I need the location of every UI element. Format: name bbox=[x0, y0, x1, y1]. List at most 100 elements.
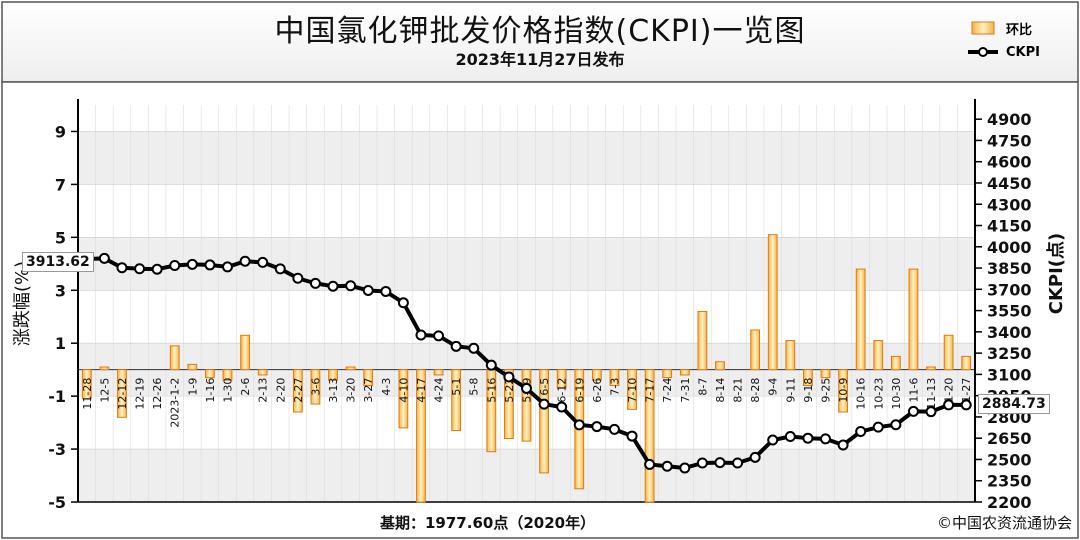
ckpi-point bbox=[890, 419, 902, 431]
x-tick-label: 8-28 bbox=[749, 378, 762, 403]
bar bbox=[117, 369, 127, 418]
x-tick-label: 7-31 bbox=[679, 378, 692, 403]
bar bbox=[855, 268, 866, 371]
y-tick-label-left: 1 bbox=[55, 334, 66, 353]
x-tick-label: 10-23 bbox=[872, 378, 885, 410]
y-tick-label-left: -3 bbox=[48, 440, 66, 459]
bar bbox=[926, 366, 936, 371]
x-tick-label: 9-25 bbox=[820, 378, 833, 403]
bar bbox=[908, 268, 919, 371]
ckpi-point bbox=[573, 419, 585, 431]
ckpi-point bbox=[169, 260, 181, 272]
bar bbox=[222, 369, 233, 381]
bar bbox=[556, 369, 567, 389]
ckpi-point bbox=[837, 439, 849, 451]
bar bbox=[521, 369, 532, 442]
ckpi-point bbox=[204, 259, 216, 271]
bar bbox=[539, 369, 549, 474]
bar bbox=[187, 363, 198, 371]
chart-subtitle: 2023年11月27日发布 bbox=[455, 50, 625, 69]
ckpi-point bbox=[784, 430, 796, 442]
y-tick-label-left: 5 bbox=[55, 228, 66, 247]
header-band bbox=[1, 1, 1079, 83]
bar bbox=[662, 369, 673, 379]
y-tick-label-right: 3250 bbox=[987, 344, 1032, 363]
x-tick-label: 3-13 bbox=[327, 378, 340, 403]
x-tick-label: 8-14 bbox=[714, 378, 727, 403]
ckpi-point bbox=[679, 462, 691, 474]
bar bbox=[803, 369, 813, 387]
grid-band bbox=[78, 449, 975, 502]
x-tick-label: 2-6 bbox=[239, 378, 252, 396]
ckpi-point bbox=[257, 256, 269, 268]
plot-area: 9 7 5 3 1 -1 -3 -5 4900 4750 4600 4450 4300 4150 4000 3… bbox=[12, 99, 1067, 512]
ckpi-point bbox=[960, 399, 972, 411]
ckpi-point bbox=[433, 330, 445, 342]
x-tick-label: 5-1 bbox=[450, 378, 463, 396]
bar bbox=[240, 334, 250, 371]
bar bbox=[591, 369, 602, 381]
x-tick-label: 4-24 bbox=[433, 378, 446, 403]
bar bbox=[169, 345, 180, 371]
ckpi-point bbox=[591, 421, 603, 433]
x-tick-label: 7-24 bbox=[661, 378, 674, 403]
x-tick-label: 7-17 bbox=[644, 378, 657, 403]
x-tick-label: 2-20 bbox=[274, 378, 287, 403]
y-tick-label-right: 2650 bbox=[987, 429, 1032, 448]
x-tick-label: 6-5 bbox=[538, 378, 551, 396]
ckpi-point bbox=[134, 263, 146, 275]
bar bbox=[767, 234, 778, 371]
y-tick-label-right: 4600 bbox=[987, 153, 1032, 172]
ckpi-point bbox=[943, 399, 955, 411]
y-tick-label-right: 4300 bbox=[987, 195, 1032, 214]
y-tick-label-right: 3100 bbox=[987, 365, 1032, 384]
bar bbox=[328, 369, 338, 381]
bar bbox=[345, 366, 356, 371]
ckpi-point bbox=[186, 258, 198, 270]
ckpi-point bbox=[907, 405, 919, 417]
ckpi-point bbox=[820, 433, 831, 445]
ckpi-point bbox=[538, 398, 550, 410]
bar bbox=[433, 369, 444, 376]
ckpi-point bbox=[397, 297, 409, 309]
y-tick-label-right: 3550 bbox=[987, 302, 1032, 321]
x-tick-label: 9-4 bbox=[767, 378, 780, 396]
ckpi-point bbox=[362, 284, 374, 296]
legend-item-bar: 环比 bbox=[968, 16, 1074, 40]
bar bbox=[81, 369, 92, 400]
ckpi-point bbox=[450, 340, 462, 352]
x-tick-label: 2-13 bbox=[257, 378, 270, 403]
x-tick-label: 8-21 bbox=[732, 378, 745, 403]
bar bbox=[785, 340, 796, 371]
x-tick-label: 3-6 bbox=[309, 378, 322, 396]
x-tick-label: 10-16 bbox=[855, 378, 868, 410]
y-tick-label-right: 3850 bbox=[987, 259, 1032, 278]
bar bbox=[416, 369, 426, 503]
ckpi-point bbox=[274, 263, 286, 275]
ckpi-point bbox=[485, 359, 497, 371]
ckpi-point bbox=[327, 280, 339, 292]
bar bbox=[609, 369, 620, 387]
y-tick-label-left: -1 bbox=[48, 387, 66, 406]
x-tick-label: 11-13 bbox=[925, 378, 938, 410]
bar bbox=[750, 329, 761, 371]
ckpi-point bbox=[309, 277, 321, 289]
y-tick-label-right: 4450 bbox=[987, 174, 1032, 193]
ckpi-point bbox=[415, 329, 427, 341]
legend-item-line: CKPI bbox=[968, 40, 1074, 64]
legend-bar-swatch bbox=[971, 21, 995, 35]
y-tick-label-left: 9 bbox=[55, 122, 66, 141]
bar bbox=[943, 334, 954, 371]
x-tick-label: 2-27 bbox=[292, 378, 305, 403]
x-tick-label: 5-22 bbox=[503, 378, 516, 403]
callout-end-value: 2884.73 bbox=[978, 394, 1050, 414]
bar bbox=[627, 369, 637, 410]
x-tick-label: 4-17 bbox=[415, 378, 428, 403]
ckpi-point bbox=[292, 272, 304, 284]
ckpi-point bbox=[151, 263, 163, 275]
ckpi-point bbox=[626, 430, 638, 442]
bar bbox=[890, 355, 901, 371]
bar bbox=[697, 310, 708, 371]
grid-band bbox=[78, 131, 975, 185]
x-tick-label: 6-26 bbox=[591, 378, 604, 403]
